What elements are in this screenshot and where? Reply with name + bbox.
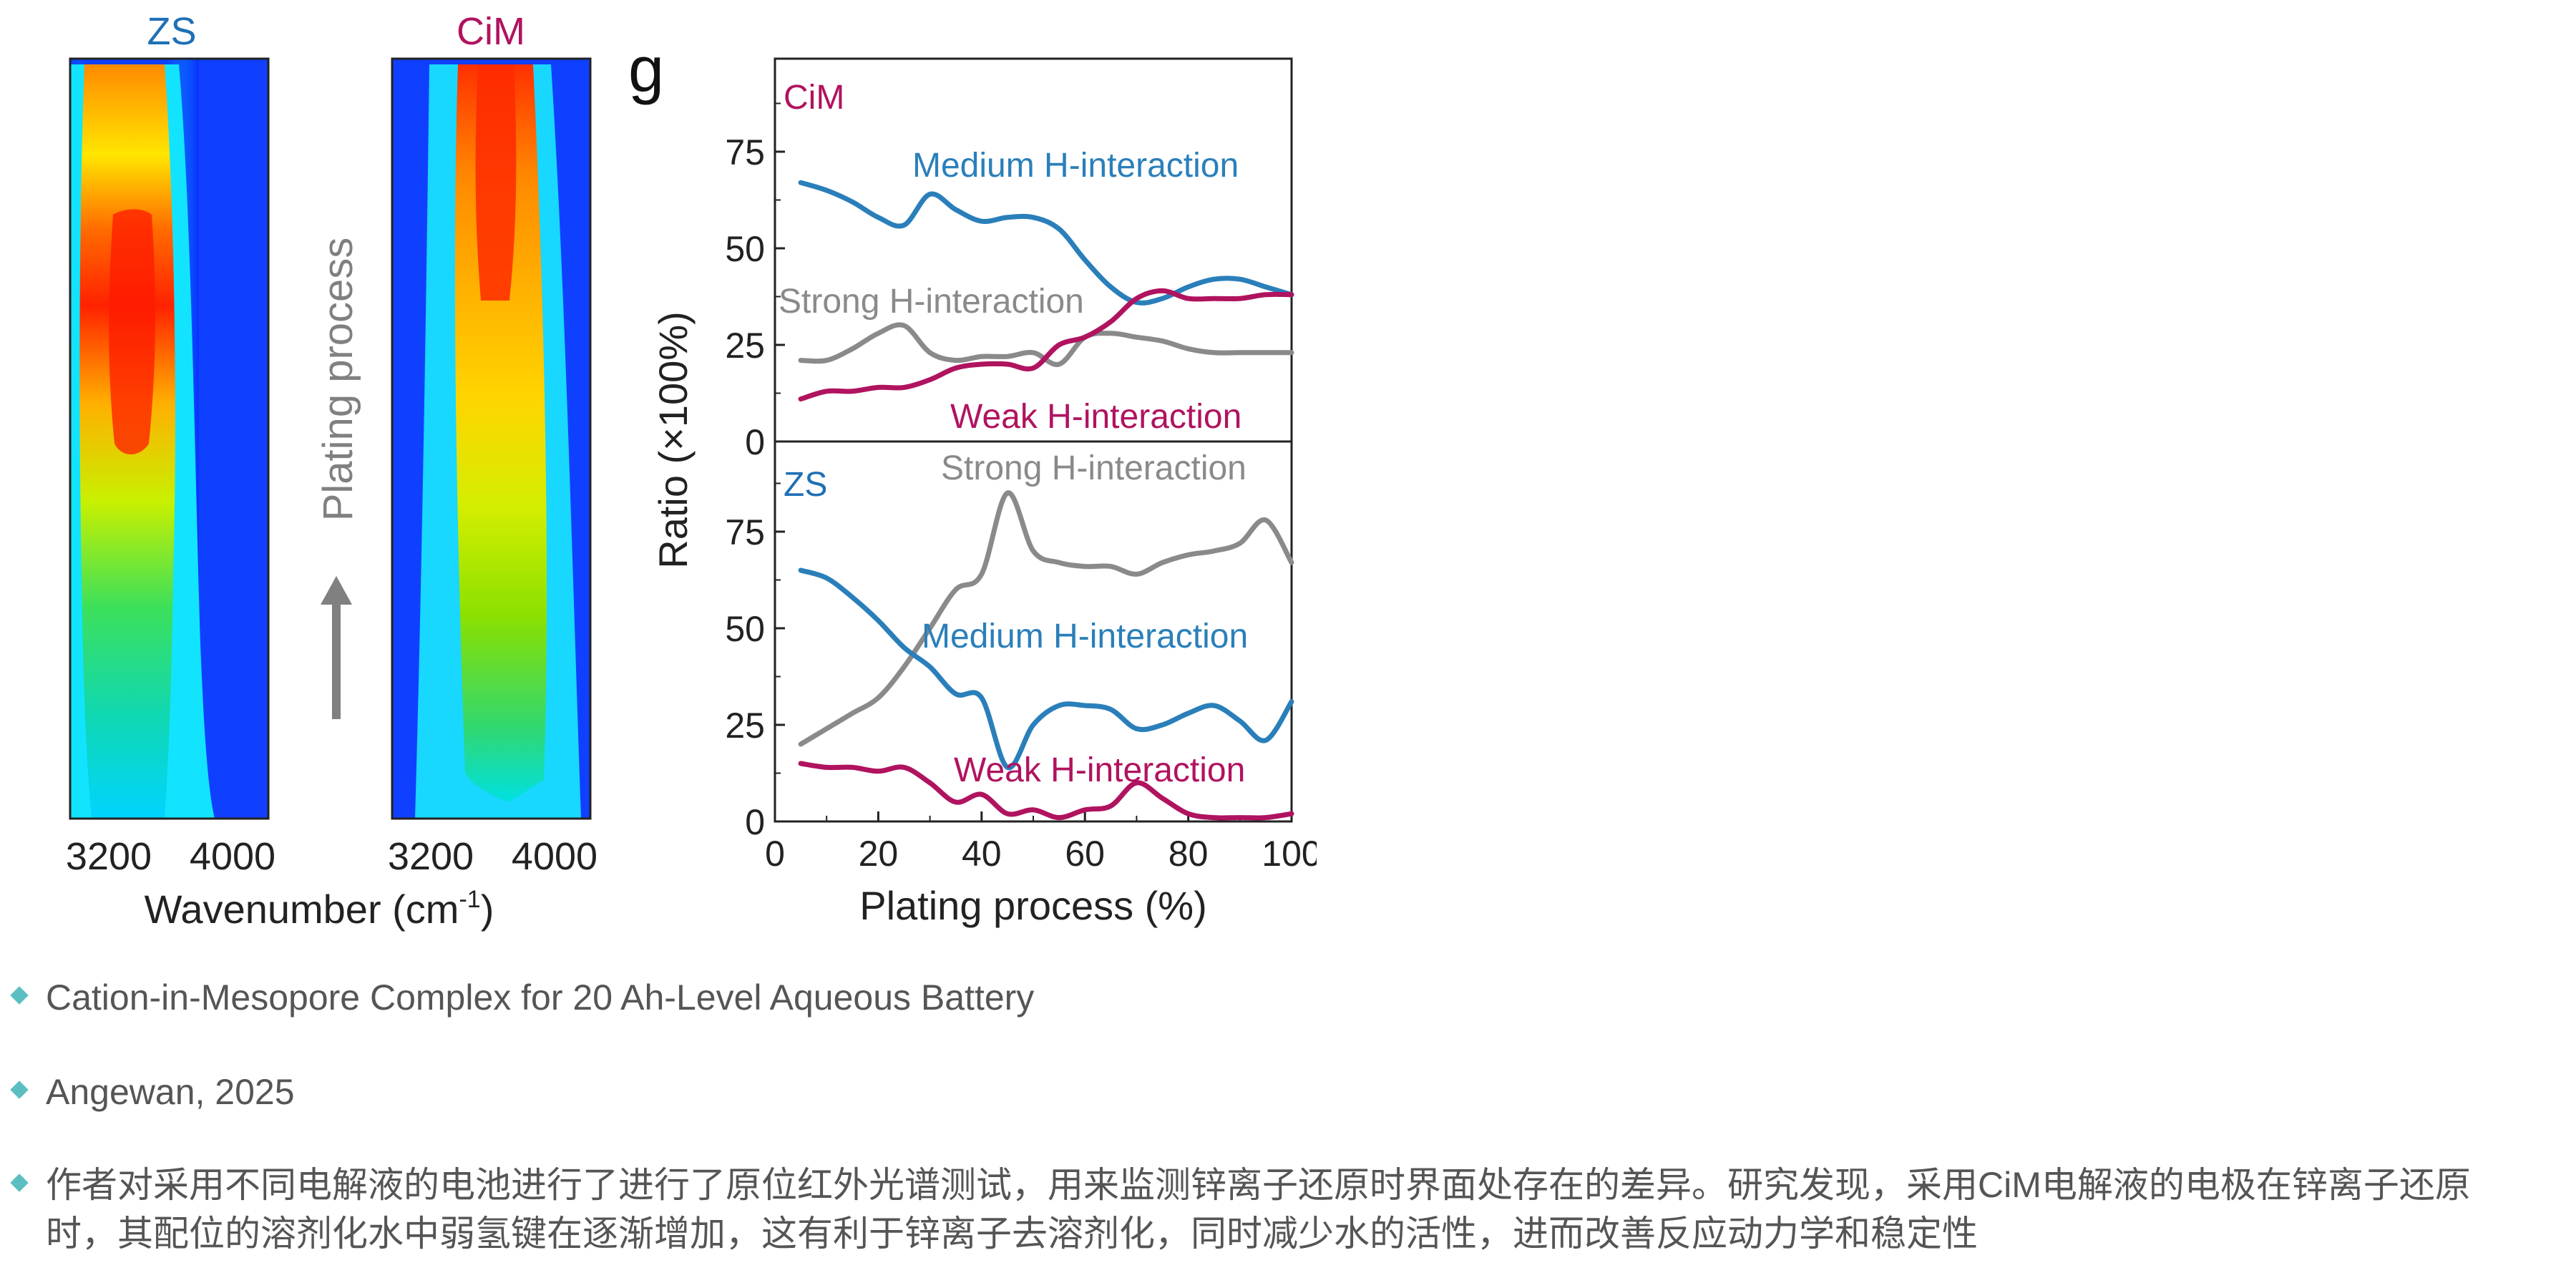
- x-tick-label: 80: [1169, 834, 1209, 874]
- bullet-item: 作者对采用不同电解液的电池进行了进行了原位红外光谱测试，用来监测锌离子还原时界面…: [7, 1161, 2536, 1258]
- bullet-item: Angewan, 2025: [7, 1068, 2536, 1116]
- heatmap-zs-frame: [69, 57, 270, 820]
- chart-y-axis-label: Ratio (×100%): [650, 311, 696, 569]
- x-tick-label: 60: [1065, 834, 1105, 874]
- y-tick-label: 25: [725, 706, 765, 746]
- tick-marks: [774, 102, 1293, 823]
- series-line-cim-weak: [798, 288, 1294, 402]
- plating-process-arrow: Plating process: [315, 238, 361, 719]
- heatmap-x-axis-label-sup: -1: [459, 886, 480, 913]
- heatmap-x-axis-label: Wavenumber (cm-1): [145, 886, 494, 932]
- chart-x-axis-label: Plating process (%): [859, 883, 1207, 928]
- heatmap-cim-tick: 4000: [512, 835, 597, 878]
- series-line-cim-medium: [798, 180, 1294, 306]
- y-tick-label: 0: [745, 422, 765, 462]
- data-series: [798, 180, 1294, 821]
- bullet-text: Angewan, 2025: [46, 1072, 295, 1112]
- annotation-zs-weak: Weak H-interaction: [954, 751, 1245, 789]
- bullet-diamond-icon: [10, 1080, 29, 1099]
- bullet-diamond-icon: [10, 1174, 29, 1192]
- heatmap-x-axis-label-end: ): [481, 887, 494, 932]
- x-tick-label: 40: [962, 834, 1002, 874]
- series-line-zs-medium: [798, 567, 1294, 771]
- annotation-cim-medium: Medium H-interaction: [912, 147, 1239, 185]
- heatmap-cim-frame: [391, 57, 592, 820]
- heatmap-zs-tick: 3200: [66, 835, 152, 878]
- panel-label-zs: ZS: [784, 466, 827, 504]
- heatmap-zs: [69, 57, 270, 820]
- bullet-diamond-icon: [10, 986, 29, 1005]
- annotation-zs-medium: Medium H-interaction: [922, 618, 1248, 655]
- heatmap-cim-tick: 3200: [388, 835, 474, 878]
- series-line-zs-strong: [798, 490, 1294, 747]
- figure: ZS CiM 3200 4000 3200 4000 Wavenumber (c…: [66, 10, 1317, 932]
- annotation-zs-strong: Strong H-interaction: [941, 449, 1246, 487]
- heatmap-cim-ticks: 3200 4000: [388, 835, 597, 878]
- y-tick-label: 50: [725, 229, 765, 269]
- bullet-text: Cation-in-Mesopore Complex for 20 Ah-Lev…: [46, 977, 1035, 1018]
- heatmap-zs-hot-core: [109, 209, 155, 454]
- y-tick-label: 75: [725, 512, 765, 552]
- annotation-cim-strong: Strong H-interaction: [779, 283, 1084, 321]
- heatmap-x-axis-label-main: Wavenumber (cm: [145, 887, 459, 932]
- y-tick-label: 0: [745, 802, 765, 842]
- heatmap-cim: [391, 57, 592, 820]
- panel-letter: g: [628, 34, 664, 106]
- heatmap-zs-ticks: 3200 4000: [66, 835, 275, 878]
- annotation-cim-weak: Weak H-interaction: [950, 398, 1241, 436]
- axis-tick-labels: 0 25 50 75 0 25 50 75 0 20 40 60 80 100: [725, 132, 1317, 874]
- heatmap-cim-hot-core: [475, 64, 517, 301]
- heatmap-zs-title: ZS: [147, 10, 196, 53]
- heatmap-cim-title: CiM: [457, 10, 525, 53]
- x-tick-label: 0: [765, 834, 785, 874]
- arrow-head-icon: [321, 576, 352, 605]
- bullet-text: 作者对采用不同电解液的电池进行了进行了原位红外光谱测试，用来监测锌离子还原时界面…: [46, 1165, 2471, 1254]
- bullet-item: Cation-in-Mesopore Complex for 20 Ah-Lev…: [7, 973, 2536, 1022]
- panel-label-cim: CiM: [784, 79, 844, 117]
- arrow-label: Plating process: [315, 238, 361, 522]
- y-tick-label: 50: [725, 609, 765, 649]
- x-tick-label: 100: [1262, 834, 1317, 874]
- y-tick-label: 25: [725, 326, 765, 366]
- x-tick-label: 20: [859, 834, 899, 874]
- series-line-zs-weak: [798, 761, 1294, 821]
- heatmap-zs-tick: 4000: [190, 835, 275, 878]
- y-tick-label: 75: [725, 132, 765, 172]
